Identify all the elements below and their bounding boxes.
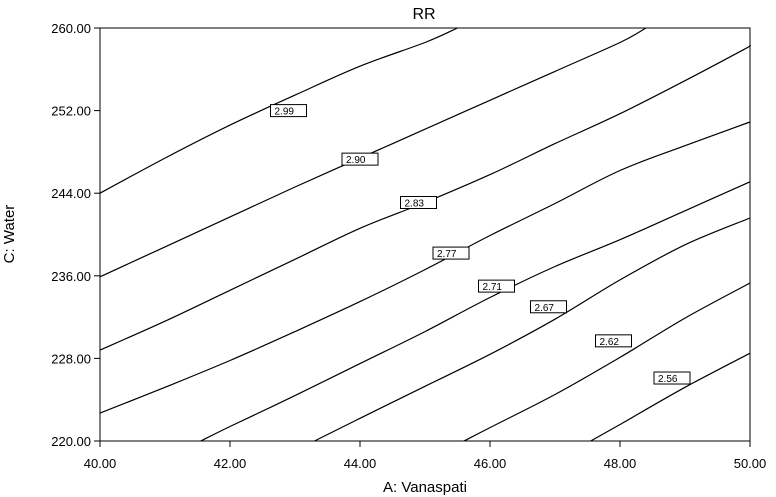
contour-label: 2.83 (400, 195, 437, 209)
contour-line (590, 352, 751, 442)
x-tick-label: 48.00 (604, 456, 637, 471)
contour-label: 2.71 (478, 279, 515, 293)
contour-label-box (341, 152, 379, 166)
contour-label: 2.99 (270, 104, 307, 118)
chart-title: RR (412, 6, 435, 23)
contour-label-value: 2.90 (346, 155, 366, 166)
contour-label-value: 2.77 (437, 249, 457, 260)
contour-label-box (432, 246, 470, 260)
contour-label-value: 2.83 (405, 198, 425, 209)
contour-label: 2.62 (595, 334, 632, 348)
contour-line (99, 27, 458, 194)
y-axis: 220.00 228.00 236.00 244.00 252.00 260.00 (51, 21, 100, 449)
contour-label-value: 2.67 (535, 303, 555, 314)
contour-line (99, 121, 751, 414)
contour-line (314, 217, 751, 442)
contour-label-box (478, 279, 515, 293)
x-tick-label: 44.00 (344, 456, 377, 471)
contour-label-box (270, 104, 307, 118)
x-tick-label: 50.00 (734, 456, 767, 471)
contour-label-value: 2.62 (600, 337, 620, 348)
contour-label-value: 2.71 (483, 282, 503, 293)
y-axis-title: C: Water (1, 205, 18, 264)
contour-label-box (400, 195, 437, 209)
x-tick-label: 46.00 (474, 456, 507, 471)
y-tick-label: 220.00 (51, 434, 91, 449)
plot-area (99, 27, 751, 442)
contour-label: 2.90 (341, 152, 379, 166)
contour-line (200, 181, 751, 442)
y-tick-label: 252.00 (51, 104, 91, 119)
contour-label-box (653, 371, 691, 385)
x-axis: 40.00 42.00 44.00 46.00 48.00 50.00 (84, 441, 767, 471)
y-tick-label: 260.00 (51, 21, 91, 36)
contour-label-box (530, 300, 567, 314)
contour-line (99, 45, 751, 351)
contour-lines (99, 27, 751, 442)
contour-label-box (595, 334, 632, 348)
contour-label-value: 2.99 (275, 107, 295, 118)
y-tick-label: 228.00 (51, 351, 91, 366)
contour-label: 2.56 (653, 371, 691, 385)
y-tick-label: 244.00 (51, 186, 91, 201)
x-tick-label: 42.00 (214, 456, 247, 471)
contour-label: 2.77 (432, 246, 470, 260)
contour-labels: 2.99 2.90 2.83 2.77 2.71 2.67 2.62 2.56 (270, 104, 691, 385)
x-axis-title: A: Vanaspati (383, 479, 467, 496)
y-tick-label: 236.00 (51, 269, 91, 284)
contour-label: 2.67 (530, 300, 567, 314)
contour-line (463, 282, 751, 442)
contour-label-value: 2.56 (658, 374, 678, 385)
x-tick-label: 40.00 (84, 456, 117, 471)
contour-line (99, 27, 647, 278)
